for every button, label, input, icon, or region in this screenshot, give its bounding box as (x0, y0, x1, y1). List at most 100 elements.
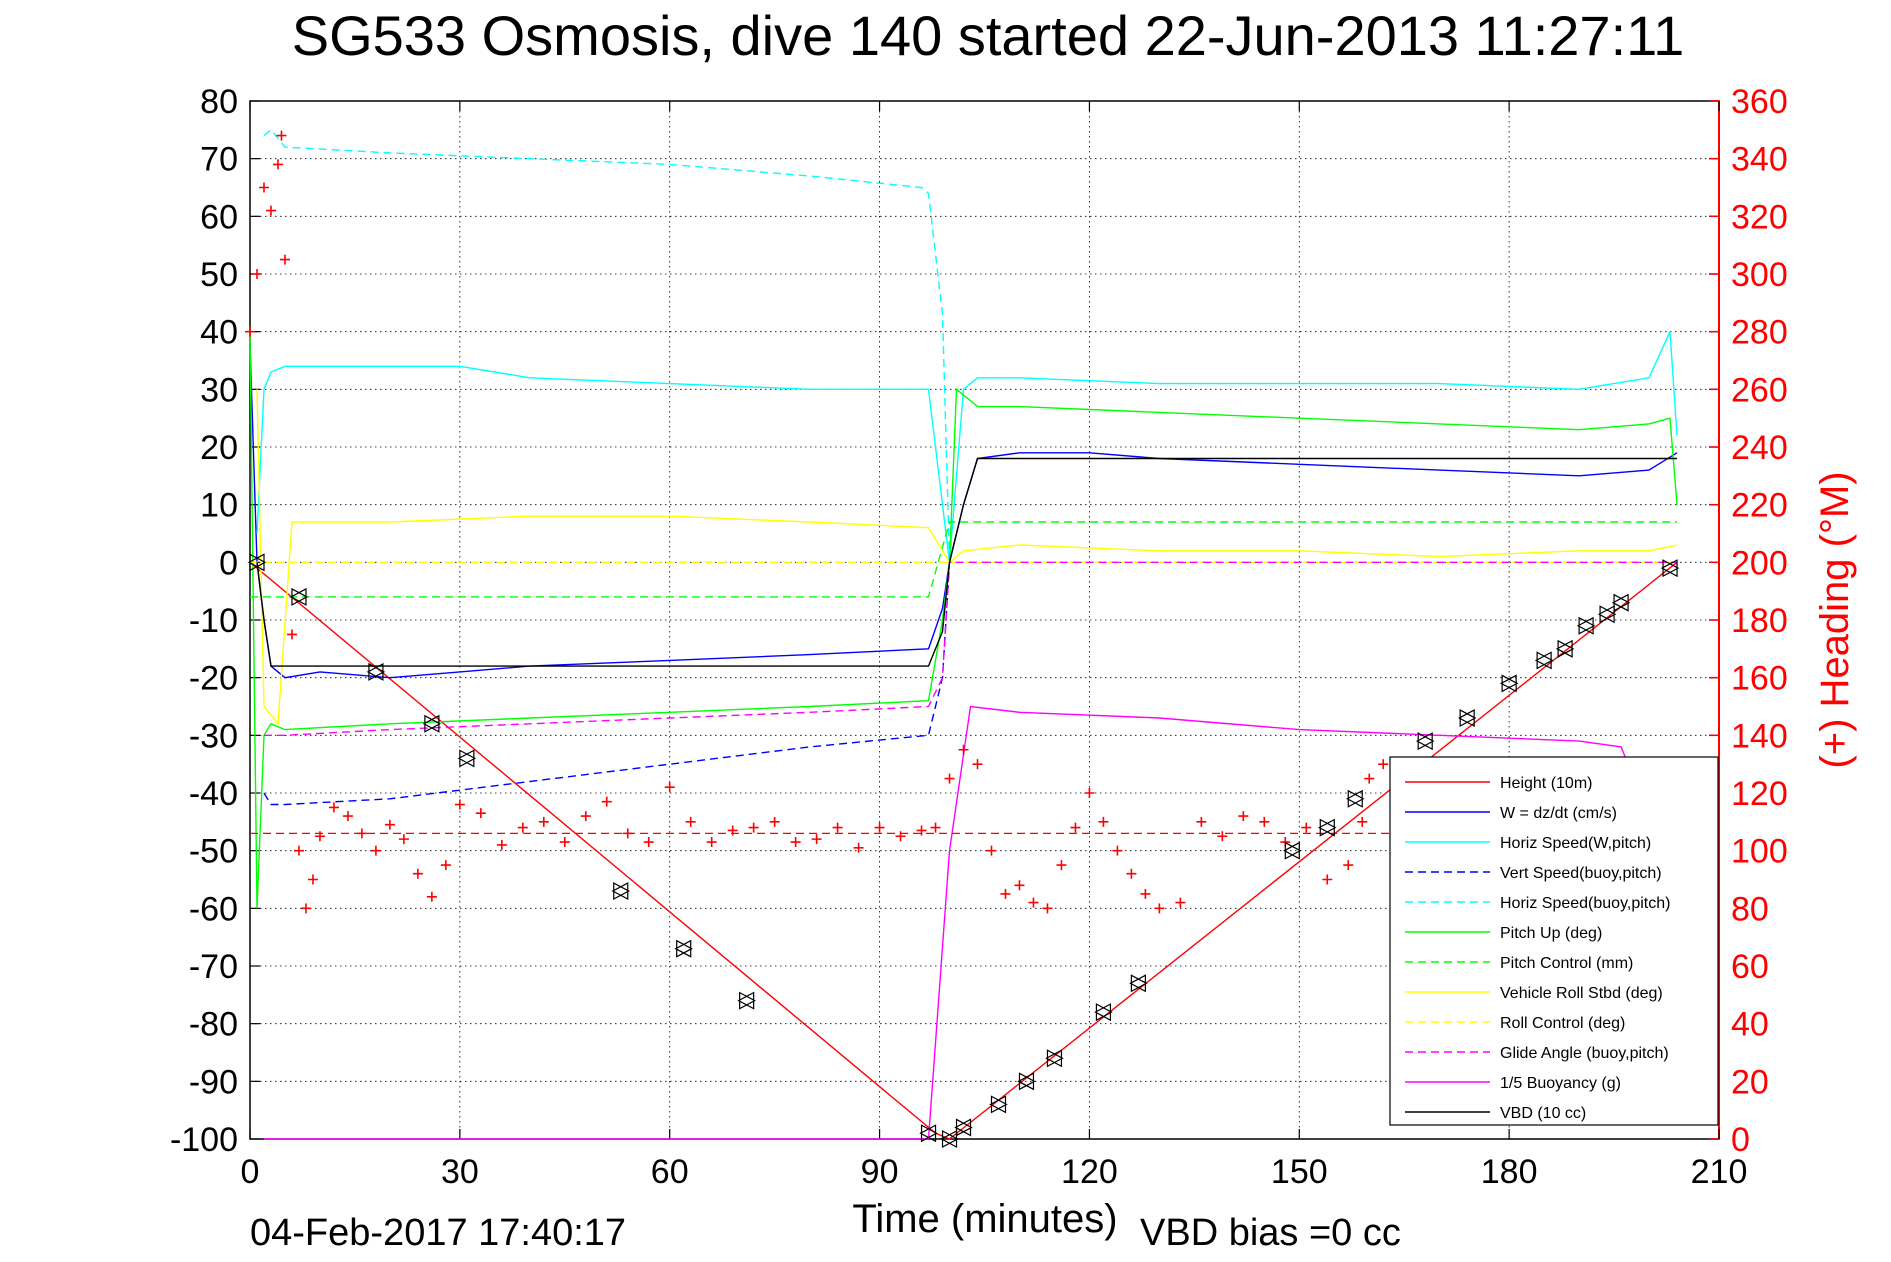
heading-point (895, 831, 906, 842)
x-axis: 0 30 60 90 120 150 180 210 (241, 101, 1748, 1191)
dive-marker (1576, 616, 1596, 635)
heading-point (1084, 788, 1095, 798)
right-tick-label: 40 (1731, 1006, 1769, 1044)
series-line-3 (263, 562, 951, 806)
left-tick-label: -70 (189, 948, 238, 986)
dive-marker (611, 882, 631, 901)
dive-marker (674, 939, 693, 958)
heading-point (1322, 874, 1333, 885)
heading-point (706, 837, 717, 848)
x-tick-label: 120 (1061, 1153, 1118, 1191)
heading-point (622, 828, 633, 839)
heading-point (580, 811, 591, 822)
heading-point (1126, 868, 1137, 879)
heading-point (643, 837, 654, 848)
heading-point (1112, 845, 1123, 856)
heading-point (1301, 822, 1312, 833)
legend-label: Roll Control (deg) (1500, 1015, 1625, 1032)
legend-label: Horiz Speed(W,pitch) (1500, 835, 1651, 852)
right-tick-label: 280 (1731, 314, 1788, 352)
dive-marker (1499, 674, 1519, 693)
left-tick-label: -60 (189, 890, 238, 928)
heading-point (286, 629, 297, 640)
heading-point (517, 822, 528, 833)
series-line-6 (250, 521, 1677, 598)
left-tick-label: -80 (189, 1006, 238, 1044)
x-tick-label: 30 (441, 1153, 479, 1191)
footer-timestamp: 04-Feb-2017 17:40:17 (250, 1212, 626, 1254)
heading-point (1217, 831, 1228, 842)
series-line-2 (256, 331, 1678, 563)
heading-point (727, 825, 738, 836)
dive-marker (1094, 1003, 1113, 1022)
dive-marker (1611, 593, 1631, 612)
heading-point (426, 891, 437, 902)
heading-point (412, 868, 423, 879)
heading-point (1259, 816, 1270, 827)
heading-point (454, 799, 465, 810)
right-tick-label: 320 (1731, 198, 1788, 236)
legend-box (1389, 756, 1719, 1126)
heading-point (972, 759, 983, 770)
heading-point (342, 811, 353, 822)
heading-point (1364, 773, 1375, 784)
right-tick-label: 260 (1731, 371, 1788, 409)
dive-marker (1317, 818, 1337, 837)
left-tick-label: 30 (200, 371, 238, 409)
heading-point (1238, 811, 1249, 822)
left-tick-label: 40 (200, 314, 238, 352)
dive-marker (1597, 605, 1617, 624)
dive-marker (1660, 559, 1680, 578)
heading-point (1196, 816, 1207, 827)
heading-point (384, 819, 395, 830)
left-tick-label: -100 (170, 1121, 238, 1159)
legend-label: Vehicle Roll Stbd (deg) (1500, 985, 1663, 1002)
left-y-axis: 80 70 60 50 40 30 20 10 0 -10 -20 -30 -40 -50 -60 -70 -8… (170, 83, 1719, 1159)
dive-marker (289, 587, 309, 606)
left-tick-label: -90 (189, 1063, 238, 1101)
dive-marker (940, 1130, 959, 1148)
x-tick-label: 180 (1481, 1153, 1538, 1191)
dive-marker (1415, 732, 1435, 751)
dive-marker (1534, 651, 1554, 670)
dive-marker (247, 553, 267, 572)
heading-point (790, 837, 801, 848)
dive-marker (422, 714, 442, 733)
right-tick-label: 20 (1731, 1063, 1769, 1101)
x-axis-label: Time (minutes) (852, 1197, 1117, 1241)
series-line-7 (256, 389, 1678, 726)
dive-marker (1045, 1049, 1064, 1068)
heading-point (279, 254, 290, 265)
heading-point (475, 808, 486, 819)
heading-point (538, 816, 549, 827)
heading-point (328, 802, 339, 813)
heading-point (986, 845, 997, 856)
legend-label: Horiz Speed(buoy,pitch) (1500, 895, 1670, 912)
right-tick-label: 240 (1731, 429, 1788, 467)
heading-point (1343, 860, 1354, 871)
heading-point (293, 845, 304, 856)
heading-point (1175, 897, 1186, 908)
series-line-1 (249, 343, 1678, 679)
heading-point (251, 269, 262, 279)
dive-marker (1017, 1072, 1036, 1091)
legend-label: Height (10m) (1500, 775, 1592, 792)
heading-point (559, 837, 570, 848)
legend-label: Pitch Up (deg) (1500, 925, 1602, 942)
x-tick-label: 150 (1271, 1153, 1328, 1191)
dive-marker (989, 1095, 1008, 1114)
left-tick-label: 70 (200, 141, 238, 179)
heading-point (276, 130, 287, 141)
heading-point (944, 773, 955, 784)
heading-point (1154, 903, 1165, 914)
dive-marker (1283, 841, 1302, 860)
heading-point (398, 834, 409, 845)
marker-points (247, 553, 1680, 1148)
series-line-9 (264, 561, 1677, 736)
heading-point (874, 822, 885, 833)
series-line-10 (264, 705, 1629, 1140)
left-tick-label: -10 (189, 602, 238, 640)
x-tick-label: 210 (1691, 1153, 1748, 1191)
right-tick-label: 80 (1731, 890, 1769, 928)
heading-point (748, 822, 759, 833)
